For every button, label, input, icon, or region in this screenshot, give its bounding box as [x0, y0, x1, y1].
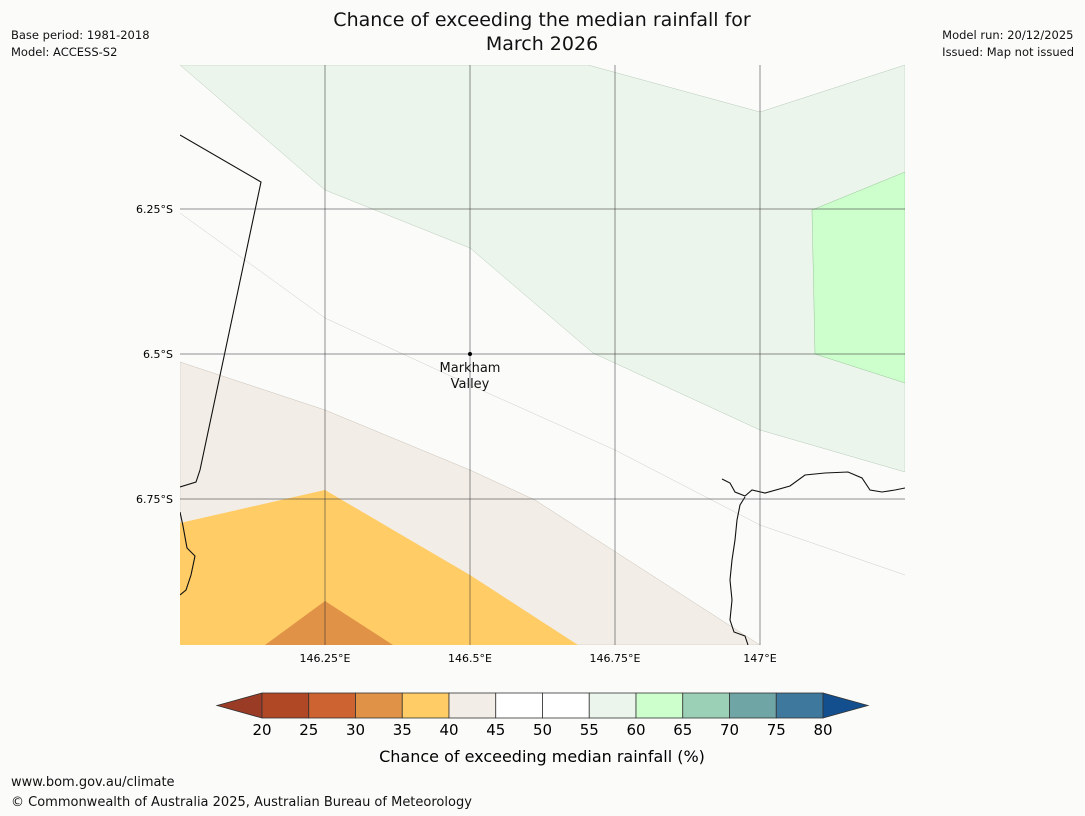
contour-line: [180, 212, 905, 576]
map-area[interactable]: Markham Valley: [180, 65, 905, 645]
colorbar-tick-label: 35: [393, 721, 412, 739]
place-label-line-1: Markham: [440, 361, 501, 376]
colorbar-tick-label: 55: [580, 721, 599, 739]
zone-30-35: [265, 601, 393, 645]
coastline-east: [721, 471, 905, 645]
run-info: Model run: 20/12/2025 Issued: Map not is…: [942, 27, 1074, 61]
zone-60-65: [811, 171, 905, 384]
footer-url[interactable]: www.bom.gov.au/climate: [11, 775, 175, 790]
place-label-line-2: Valley: [451, 377, 490, 392]
colorbar-cell: [355, 692, 403, 719]
lat-label: 6.5°S: [143, 348, 173, 361]
lon-label: 146.25°E: [300, 652, 351, 665]
zone-55-60: [180, 65, 905, 473]
issued-status: Issued: Map not issued: [942, 45, 1074, 59]
zone-35-40: [180, 490, 578, 645]
title-line-1: Chance of exceeding the median rainfall …: [333, 9, 751, 31]
colorbar-tick-label: 25: [299, 721, 318, 739]
colorbar-tick-label: 80: [813, 721, 832, 739]
colorbar-cell: [588, 692, 637, 719]
base-period: Base period: 1981-2018: [11, 28, 150, 42]
model-name: Model: ACCESS-S2: [11, 45, 118, 59]
colorbar-cell: [775, 692, 824, 719]
model-info: Base period: 1981-2018 Model: ACCESS-S2: [11, 27, 150, 61]
colorbar-tick-label: 75: [767, 721, 786, 739]
lat-label: 6.75°S: [136, 493, 173, 506]
model-run: Model run: 20/12/2025: [942, 28, 1074, 42]
colorbar-tick-label: 20: [252, 721, 271, 739]
colorbar-tick-label: 30: [346, 721, 365, 739]
colorbar-under-arrow: [215, 692, 263, 719]
colorbar-tick-label: 40: [439, 721, 458, 739]
colorbar-cell: [635, 692, 684, 719]
colorbar-cell: [729, 692, 777, 719]
lon-label: 147°E: [743, 652, 776, 665]
map-title: Chance of exceeding the median rainfall …: [292, 8, 792, 56]
colorbar-cell: [261, 692, 310, 719]
graticule: [180, 65, 905, 645]
colorbar-label: Chance of exceeding median rainfall (%): [379, 747, 705, 766]
colorbar-cell: [401, 692, 450, 719]
colorbar-cell: [682, 692, 730, 719]
colorbar-tick-label: 50: [533, 721, 552, 739]
title-line-2: March 2026: [485, 33, 599, 55]
colorbar-tick-label: 65: [673, 721, 692, 739]
lat-label: 6.25°S: [136, 203, 173, 216]
colorbar-tick-label: 70: [720, 721, 739, 739]
colorbar: 20 25 30 35 40 45 50 55 60 65 70 75 80 Chance of exc…: [215, 692, 870, 766]
colorbar-tick-label: 60: [626, 721, 645, 739]
lon-label: 146.75°E: [590, 652, 641, 665]
coastline-west: [180, 134, 262, 596]
colorbar-cell: [308, 692, 356, 719]
colorbar-cell: [495, 692, 543, 719]
colorbar-tick-label: 45: [486, 721, 505, 739]
colorbar-over-arrow: [822, 692, 870, 719]
colorbar-cell: [542, 692, 590, 719]
location-marker[interactable]: [468, 352, 472, 356]
footer-copyright: © Commonwealth of Australia 2025, Austra…: [11, 795, 472, 810]
colorbar-cell: [448, 692, 497, 719]
lon-label: 146.5°E: [448, 652, 492, 665]
